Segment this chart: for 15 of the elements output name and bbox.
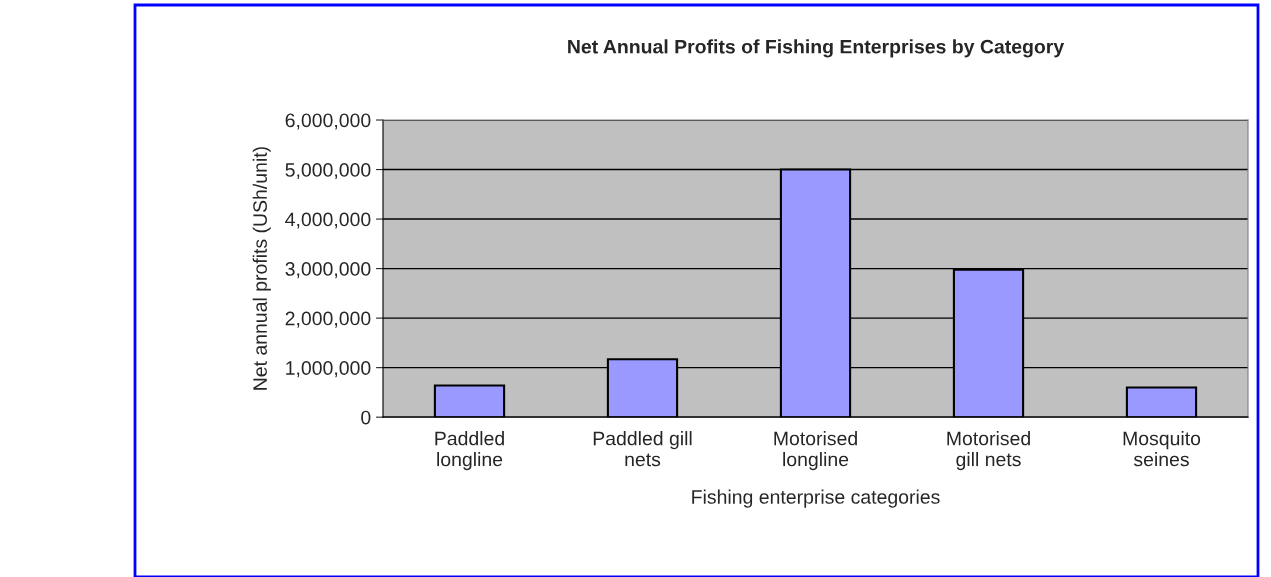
x-tick-label: Motorised gill nets	[947, 431, 1030, 471]
y-tick-label: 0	[361, 410, 371, 425]
y-tick-label: 3,000,000	[285, 262, 371, 279]
y-tick-label: 1,000,000	[286, 361, 371, 378]
x-tick-label: Mosquito seines	[1123, 431, 1201, 467]
x-tick-label: Paddled gill nets	[593, 431, 692, 467]
chart-title: Net Annual Profits of Fishing Enterprises by Category	[568, 39, 1065, 58]
y-axis-title: Net annual profits (USh/unit)	[252, 147, 271, 390]
y-tick-label: 4,000,000	[285, 212, 371, 229]
y-tick-label: 6,000,000	[285, 113, 371, 130]
y-tick-label: 5,000,000	[285, 163, 371, 180]
x-tick-label: Paddled longline	[435, 431, 504, 471]
x-tick-label: Motorised longline	[774, 431, 857, 471]
y-tick-label: 2,000,000	[285, 311, 371, 328]
x-axis-title: Fishing enterprise categories	[692, 489, 940, 508]
